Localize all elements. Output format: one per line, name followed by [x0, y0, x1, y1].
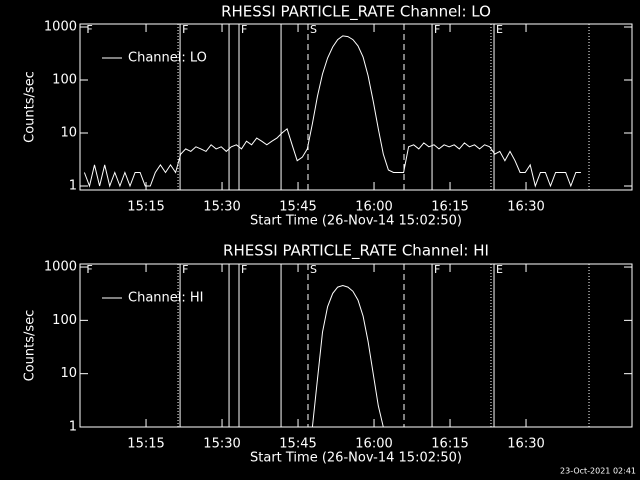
flag-label: F — [241, 263, 247, 276]
x-tick-label: 16:15 — [431, 200, 468, 215]
x-tick-label: 15:45 — [279, 437, 316, 452]
y-tick-label: 100 — [52, 73, 77, 88]
flag-label: F — [86, 23, 92, 36]
chart-title: RHESSI PARTICLE_RATE Channel: LO — [221, 3, 491, 22]
flag-label: F — [241, 23, 247, 36]
x-tick-label: 16:30 — [507, 200, 544, 215]
y-tick-label: 10 — [60, 366, 77, 381]
flag-label: F — [434, 23, 440, 36]
x-tick-label: 16:00 — [355, 437, 392, 452]
flag-label: F — [182, 263, 188, 276]
y-tick-label: 1000 — [44, 260, 77, 275]
flag-label: S — [310, 263, 317, 276]
x-tick-label: 15:15 — [127, 437, 164, 452]
series-line — [83, 35, 581, 188]
y-axis-label: Counts/sec — [23, 310, 38, 382]
footer: 23-Oct-2021 02:41 — [560, 467, 636, 476]
y-tick-label: 100 — [52, 313, 77, 328]
y-tick-label: 10 — [60, 125, 77, 140]
chart-title: RHESSI PARTICLE_RATE Channel: HI — [223, 242, 489, 261]
flag-label: E — [496, 23, 503, 36]
y-axis-label: Counts/sec — [23, 71, 38, 143]
flag-label: F — [434, 263, 440, 276]
x-tick-label: 15:15 — [127, 200, 164, 215]
x-axis-label: Start Time (26-Nov-14 15:02:50) — [250, 451, 462, 466]
x-tick-label: 15:30 — [203, 437, 240, 452]
legend-label: Channel: HI — [128, 291, 204, 306]
plot-frame — [79, 263, 633, 428]
flag-label: F — [182, 23, 188, 36]
legend-label: Channel: LO — [128, 51, 207, 66]
series-line — [311, 284, 384, 427]
x-tick-label: 15:30 — [203, 200, 240, 215]
flag-label: E — [496, 263, 503, 276]
plot-frame — [79, 23, 633, 191]
x-tick-label: 15:45 — [279, 200, 316, 215]
y-tick-label: 1000 — [44, 20, 77, 35]
x-axis-label: Start Time (26-Nov-14 15:02:50) — [250, 214, 462, 229]
x-tick-label: 16:15 — [431, 437, 468, 452]
x-tick-label: 16:30 — [507, 437, 544, 452]
y-tick-label: 1 — [69, 420, 77, 435]
x-tick-label: 16:00 — [355, 200, 392, 215]
flag-label: F — [86, 263, 92, 276]
y-tick-label: 1 — [69, 178, 77, 193]
flag-label: S — [310, 23, 317, 36]
